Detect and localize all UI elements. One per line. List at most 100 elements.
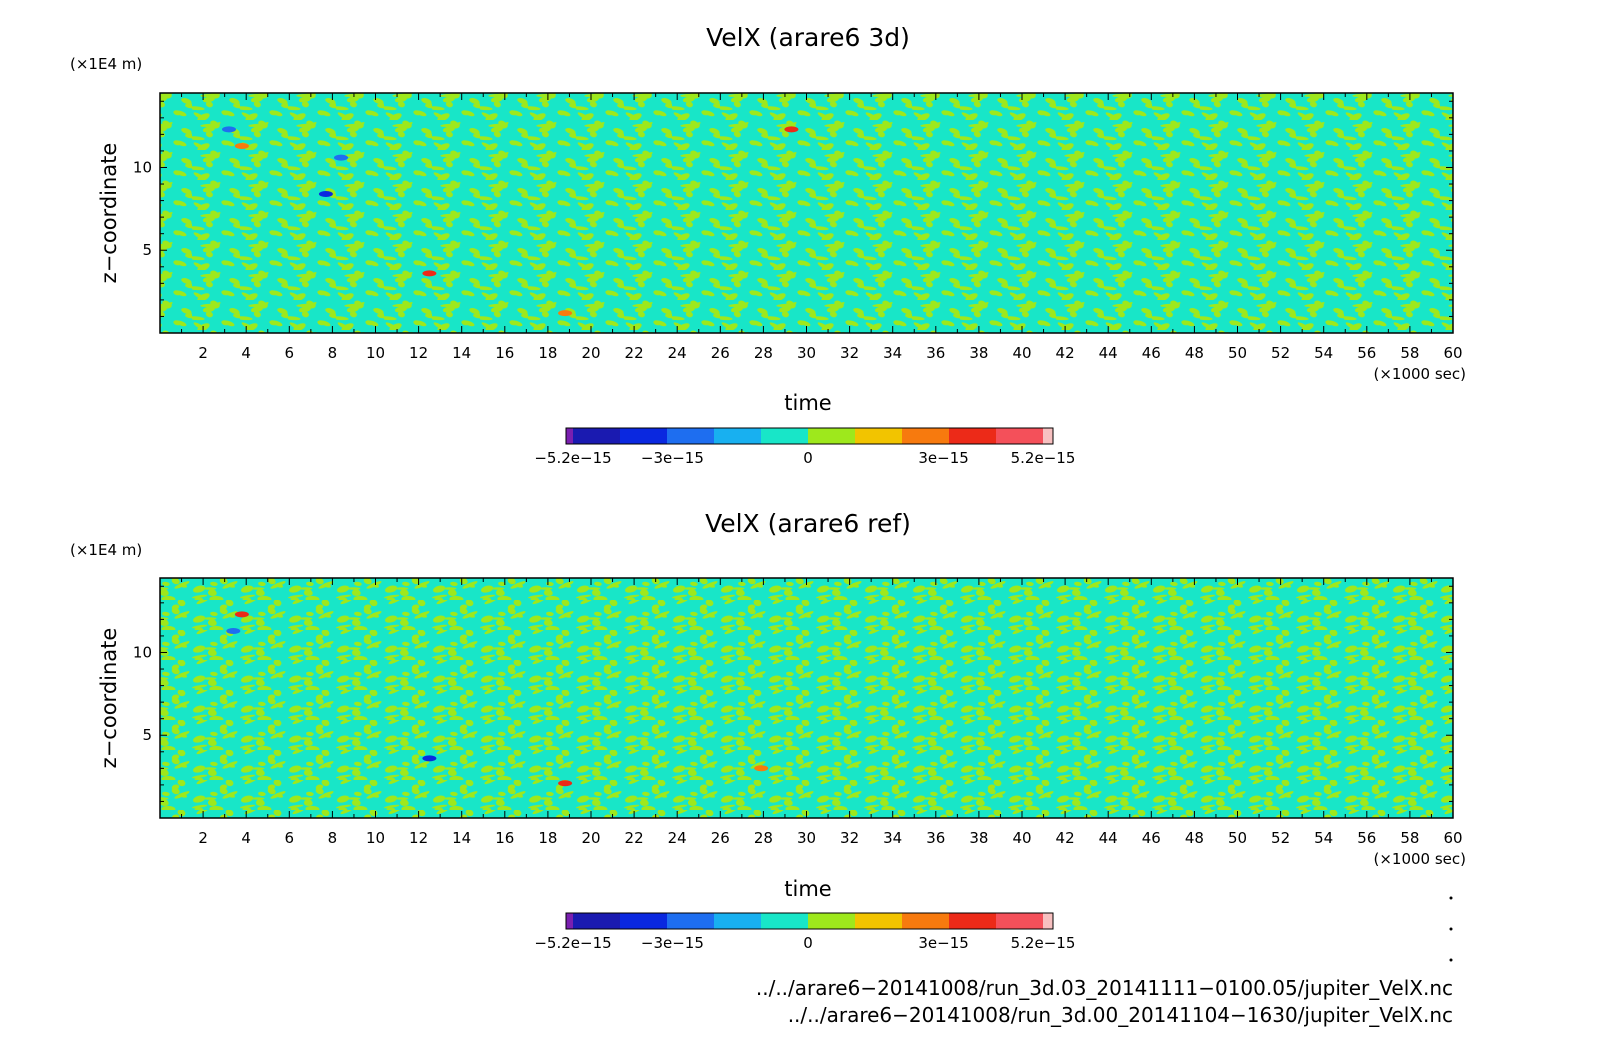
y-tick-label: 5: [142, 726, 152, 744]
x-tick-label: 38: [969, 344, 988, 362]
anomaly-blob: [754, 765, 769, 772]
x-tick-label: 60: [1443, 344, 1462, 362]
x-axis-label: time: [784, 877, 831, 901]
x-tick-label: 6: [285, 829, 295, 847]
chart-title: VelX (arare6 3d): [706, 23, 910, 52]
x-tick-label: 12: [409, 829, 428, 847]
x-tick-label: 30: [797, 829, 816, 847]
x-tick-label: 56: [1357, 829, 1376, 847]
marker-dot: [1449, 896, 1453, 900]
x-tick-label: 10: [366, 829, 385, 847]
x-tick-label: 48: [1185, 344, 1204, 362]
x-tick-label: 28: [754, 829, 773, 847]
x-tick-label: 4: [241, 829, 251, 847]
x-tick-label: 58: [1400, 829, 1419, 847]
anomaly-blob: [558, 310, 573, 317]
colorbar-tick-label: −5.2e−15: [534, 449, 611, 467]
x-tick-label: 22: [625, 344, 644, 362]
x-tick-label: 26: [711, 829, 730, 847]
x-tick-label: 20: [581, 829, 600, 847]
x-tick-label: 54: [1314, 344, 1333, 362]
x-tick-label: 60: [1443, 829, 1462, 847]
colorbar-swatch: [996, 428, 1044, 444]
x-tick-label: 30: [797, 344, 816, 362]
x-axis-ticks: 2 4 6 8 10 12 14 16 18 20 22 24 26 28 30 32 34 36 38 40 42 44…: [181, 93, 1463, 362]
panel-top: VelX (arare6 3d) (×1E4 m) 2 4 6 8 10 12 14 16 18…: [70, 23, 1466, 467]
colorbar-swatch: [902, 428, 950, 444]
y-unit-label: (×1E4 m): [70, 541, 142, 559]
x-tick-label: 24: [668, 829, 687, 847]
colorbar: −5.2e−15 −3e−15 0 3e−15 5.2e−15: [534, 912, 1075, 952]
x-tick-label: 14: [452, 829, 471, 847]
colorbar-swatch: [1043, 428, 1054, 444]
x-tick-label: 38: [969, 829, 988, 847]
colorbar: −5.2e−15 −3e−15 0 3e−15 5.2e−15: [534, 427, 1075, 467]
colorbar-tick-label: 0: [803, 449, 813, 467]
x-tick-label: 52: [1271, 344, 1290, 362]
x-tick-label: 54: [1314, 829, 1333, 847]
y-tick-label: 10: [133, 158, 152, 176]
colorbar-swatch: [620, 428, 668, 444]
colorbar-swatch: [902, 913, 950, 929]
x-tick-label: 32: [840, 344, 859, 362]
x-tick-label: 46: [1142, 344, 1161, 362]
colorbar-swatch: [573, 428, 621, 444]
x-tick-label: 16: [495, 829, 514, 847]
x-tick-label: 50: [1228, 344, 1247, 362]
colorbar-swatch: [808, 428, 856, 444]
colorbar-tick-label: 3e−15: [918, 934, 968, 952]
x-axis-ticks: 2 4 6 8 10 12 14 16 18 20 22 24 26 28 30 32 34 36 38 40 42 44…: [181, 578, 1463, 847]
x-unit-label: (×1000 sec): [1373, 365, 1466, 383]
x-tick-label: 20: [581, 344, 600, 362]
anomaly-blob: [222, 126, 236, 133]
anomaly-blob: [558, 780, 573, 787]
x-tick-label: 46: [1142, 829, 1161, 847]
colorbar-swatch: [808, 913, 856, 929]
x-tick-label: 44: [1099, 344, 1118, 362]
footer-file-path-1: ../../arare6−20141008/run_3d.03_20141111…: [756, 976, 1453, 1000]
colorbar-swatch: [573, 913, 621, 929]
heatmap-anomalies: [226, 611, 769, 787]
colorbar-swatch: [996, 913, 1044, 929]
anomaly-blob: [422, 270, 437, 277]
x-tick-label: 26: [711, 344, 730, 362]
colorbar-swatch: [714, 428, 762, 444]
colorbar-swatch: [566, 428, 574, 444]
colorbar-swatch: [714, 913, 762, 929]
colorbar-tick-label: −3e−15: [641, 449, 704, 467]
anomaly-blob: [234, 611, 249, 618]
marker-dot: [1449, 927, 1453, 931]
x-tick-label: 4: [241, 344, 251, 362]
x-tick-label: 48: [1185, 829, 1204, 847]
y-unit-label: (×1E4 m): [70, 55, 142, 73]
colorbar-swatch: [620, 913, 668, 929]
colorbar-swatch: [949, 913, 997, 929]
x-tick-label: 58: [1400, 344, 1419, 362]
colorbar-swatch: [761, 913, 809, 929]
x-tick-label: 12: [409, 344, 428, 362]
x-tick-label: 32: [840, 829, 859, 847]
x-tick-label: 2: [198, 829, 208, 847]
y-axis-ticks: 5 10: [133, 100, 1453, 317]
colorbar-swatch: [855, 428, 903, 444]
x-tick-label: 16: [495, 344, 514, 362]
heatmap-field: [160, 578, 1453, 818]
colorbar-swatch: [855, 913, 903, 929]
x-tick-label: 2: [198, 344, 208, 362]
colorbar-swatch: [1043, 913, 1054, 929]
x-tick-label: 34: [883, 344, 902, 362]
anomaly-blob: [226, 628, 241, 634]
x-tick-label: 28: [754, 344, 773, 362]
chart-title: VelX (arare6 ref): [705, 509, 911, 538]
colorbar-swatch: [667, 913, 715, 929]
colorbar-tick-label: 0: [803, 934, 813, 952]
x-tick-label: 8: [328, 344, 338, 362]
x-tick-label: 18: [538, 344, 557, 362]
x-tick-label: 8: [328, 829, 338, 847]
x-tick-label: 6: [285, 344, 295, 362]
x-tick-label: 56: [1357, 344, 1376, 362]
x-tick-label: 36: [926, 829, 945, 847]
panel-bottom: VelX (arare6 ref) (×1E4 m) 2 4 6 8 10 12 14 16 1…: [70, 509, 1466, 952]
footer-file-path-2: ../../arare6−20141008/run_3d.00_20141104…: [788, 1003, 1453, 1027]
colorbar-swatch: [761, 428, 809, 444]
